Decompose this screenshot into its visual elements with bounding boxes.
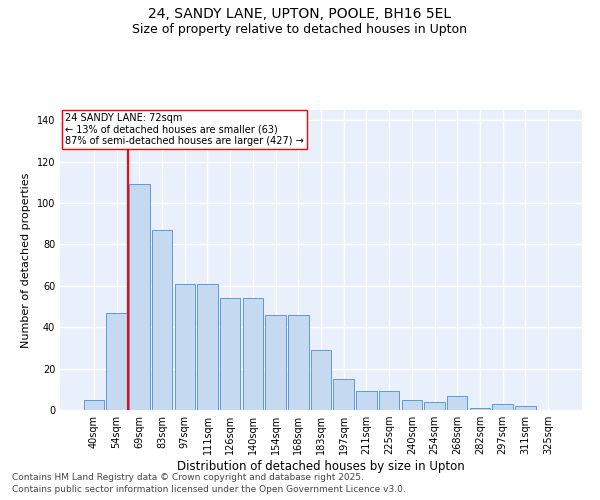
Bar — [379, 392, 400, 410]
Bar — [401, 400, 422, 410]
Text: Contains HM Land Registry data © Crown copyright and database right 2025.: Contains HM Land Registry data © Crown c… — [12, 474, 364, 482]
Bar — [129, 184, 149, 410]
Text: Contains public sector information licensed under the Open Government Licence v3: Contains public sector information licen… — [12, 485, 406, 494]
Bar — [493, 404, 513, 410]
Bar — [470, 408, 490, 410]
Bar — [447, 396, 467, 410]
Bar — [356, 392, 377, 410]
Bar — [288, 315, 308, 410]
Text: 24, SANDY LANE, UPTON, POOLE, BH16 5EL: 24, SANDY LANE, UPTON, POOLE, BH16 5EL — [148, 8, 452, 22]
Bar — [175, 284, 195, 410]
Bar — [242, 298, 263, 410]
Text: 24 SANDY LANE: 72sqm
← 13% of detached houses are smaller (63)
87% of semi-detac: 24 SANDY LANE: 72sqm ← 13% of detached h… — [65, 113, 304, 146]
Y-axis label: Number of detached properties: Number of detached properties — [21, 172, 31, 348]
Bar — [106, 313, 127, 410]
Bar — [152, 230, 172, 410]
Bar — [311, 350, 331, 410]
Bar — [84, 400, 104, 410]
Bar — [197, 284, 218, 410]
Bar — [220, 298, 241, 410]
Bar — [334, 379, 354, 410]
X-axis label: Distribution of detached houses by size in Upton: Distribution of detached houses by size … — [177, 460, 465, 473]
Bar — [515, 406, 536, 410]
Text: Size of property relative to detached houses in Upton: Size of property relative to detached ho… — [133, 22, 467, 36]
Bar — [424, 402, 445, 410]
Bar — [265, 315, 286, 410]
